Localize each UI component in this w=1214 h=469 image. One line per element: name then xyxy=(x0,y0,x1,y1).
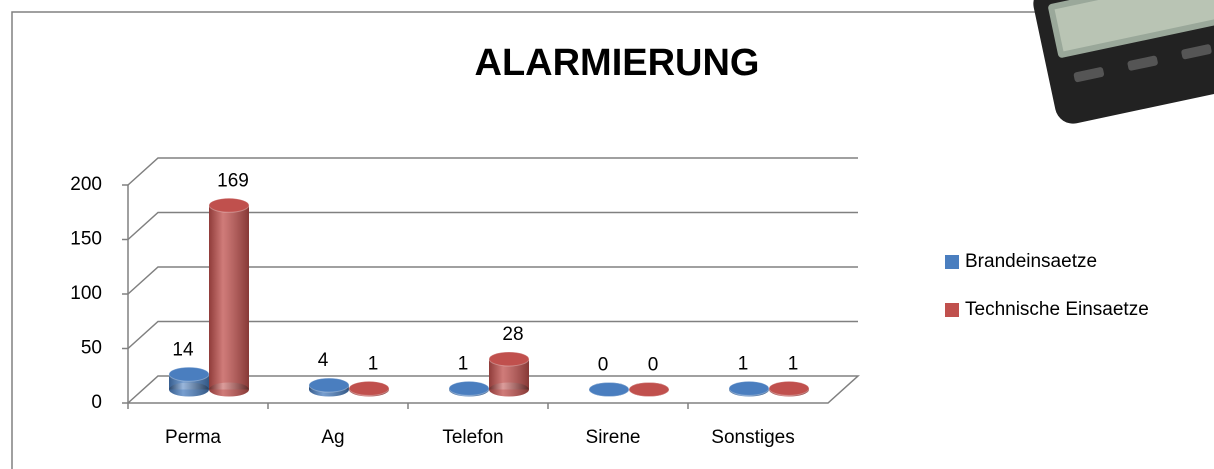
bar-shade xyxy=(209,205,249,390)
bar-top xyxy=(348,380,390,396)
y-tick-label: 50 xyxy=(81,338,102,359)
bar-top xyxy=(488,351,530,367)
bar-top xyxy=(168,366,210,382)
bar-top xyxy=(628,382,670,397)
legend-label: Technische Einsaetze xyxy=(965,299,1149,320)
data-label: 0 xyxy=(648,355,659,376)
bar xyxy=(448,380,490,397)
y-tick-label: 0 xyxy=(91,392,102,413)
x-tick-label: Telefon xyxy=(442,427,503,448)
bar xyxy=(488,351,530,397)
grid-line xyxy=(127,211,858,241)
y-tick-label: 150 xyxy=(70,229,102,250)
floor xyxy=(127,375,860,404)
bar xyxy=(168,366,210,397)
bar-top xyxy=(728,380,770,396)
bar-top xyxy=(448,380,490,396)
data-label: 4 xyxy=(318,350,329,371)
data-label: 1 xyxy=(368,353,379,374)
x-tick-label: Sirene xyxy=(586,427,641,448)
bar xyxy=(768,380,810,397)
grid-line xyxy=(127,266,858,295)
pager-image xyxy=(1033,0,1214,124)
x-tick-label: Perma xyxy=(165,427,221,448)
bar xyxy=(348,380,390,397)
chart-title: ALARMIERUNG xyxy=(475,42,760,84)
bar xyxy=(308,377,350,397)
legend-swatch xyxy=(945,303,959,317)
legend-label: Brandeinsaetze xyxy=(965,251,1097,272)
bar-base-shade xyxy=(209,382,249,397)
data-label: 28 xyxy=(502,324,523,345)
bar xyxy=(208,197,250,397)
data-label: 0 xyxy=(598,355,609,376)
data-label: 169 xyxy=(217,170,249,191)
bar xyxy=(628,382,670,397)
bar-base-shade xyxy=(489,382,529,397)
bar xyxy=(588,382,630,397)
x-tick-label: Ag xyxy=(321,427,344,448)
data-label: 1 xyxy=(458,353,469,374)
data-label: 1 xyxy=(738,353,749,374)
bar-top xyxy=(308,377,350,393)
bar xyxy=(728,380,770,397)
data-label: 14 xyxy=(172,339,194,360)
bar-top xyxy=(588,382,630,397)
y-tick-label: 100 xyxy=(70,283,102,304)
x-tick-label: Sonstiges xyxy=(711,427,794,448)
legend-swatch xyxy=(945,255,959,269)
data-label: 1 xyxy=(788,353,799,374)
bar-top xyxy=(208,197,250,213)
grid-line xyxy=(127,157,858,186)
bar-base-shade xyxy=(169,382,209,397)
grid-line xyxy=(127,320,858,350)
bar-top xyxy=(768,380,810,396)
y-tick-label: 200 xyxy=(70,174,102,195)
